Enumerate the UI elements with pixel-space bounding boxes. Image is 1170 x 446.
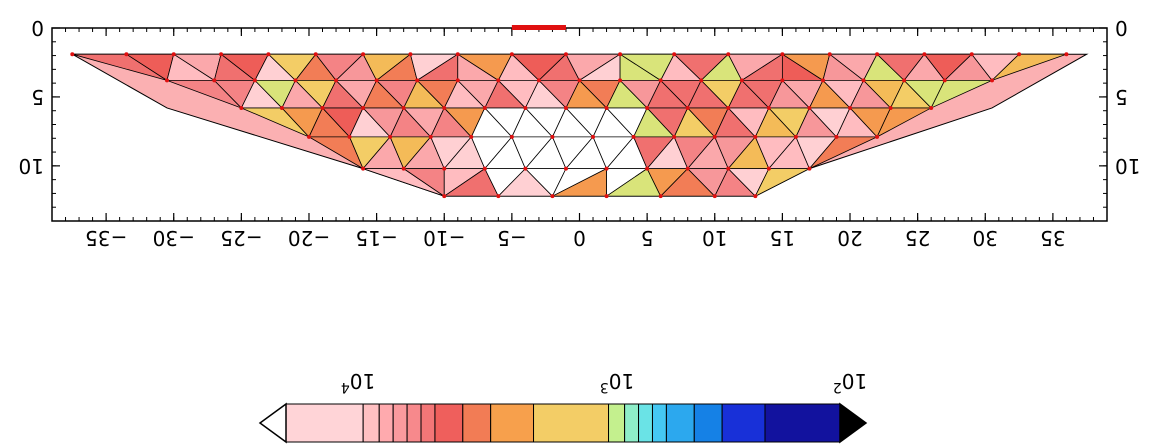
colorbar-cell — [420, 403, 436, 443]
x-tick-label: −25 — [220, 226, 262, 250]
colorbar-cell — [490, 403, 535, 443]
triangulation-mesh — [70, 52, 1089, 199]
resistivity-section-plot: 35 30 25 20 15 10 5 0 −5 −10 −15 −20 −25 −30 −35 0 0 5 5 1… — [19, 16, 1141, 250]
colorbar-cell — [693, 403, 723, 443]
colorbar-cell — [608, 403, 626, 443]
colorbar: 104 103 102 — [258, 369, 868, 444]
x-tick-label: −30 — [153, 226, 195, 250]
colorbar-under-arrow — [258, 402, 287, 444]
y-tick-label-left: 0 — [31, 16, 44, 40]
x-tick-label: 15 — [770, 226, 795, 250]
colorbar-label: 104 — [341, 369, 375, 395]
colorbar-over-arrow — [839, 402, 868, 444]
x-tick-label: 10 — [702, 226, 727, 250]
colorbar-cell — [624, 403, 640, 443]
colorbar-cell — [764, 403, 841, 443]
y-tick-label-right: 10 — [1115, 154, 1140, 178]
colorbar-cell — [638, 403, 653, 443]
colorbar-label: 102 — [833, 369, 867, 395]
x-tick-label: −10 — [423, 226, 465, 250]
x-tick-label: 20 — [837, 226, 862, 250]
colorbar-cell — [434, 403, 464, 443]
rotated-figure: 35 30 25 20 15 10 5 0 −5 −10 −15 −20 −25 −30 −35 0 0 5 5 1… — [19, 16, 1141, 444]
x-tick-label: 25 — [905, 226, 930, 250]
colorbar-cell — [665, 403, 695, 443]
colorbar-cell — [462, 403, 492, 443]
colorbar-cell — [721, 403, 766, 443]
electrode-span-bar — [511, 25, 566, 30]
colorbar-cell — [406, 403, 422, 443]
x-tick-label: 5 — [641, 226, 654, 250]
colorbar-cell — [378, 403, 394, 443]
colorbar-cell — [651, 403, 667, 443]
x-tick-label: 30 — [973, 226, 998, 250]
colorbar-cell — [533, 403, 610, 443]
y-axis-ticks: 0 0 5 5 10 10 — [19, 16, 1140, 222]
x-tick-label: 0 — [573, 226, 586, 250]
y-tick-label-right: 5 — [1115, 85, 1128, 109]
colorbar-cell — [285, 403, 364, 443]
x-tick-label: −15 — [356, 226, 398, 250]
colorbar-cell — [392, 403, 408, 443]
colorbar-cell — [362, 403, 380, 443]
y-tick-label-left: 10 — [19, 154, 44, 178]
y-tick-label-left: 5 — [31, 85, 44, 109]
x-tick-label: −20 — [288, 226, 330, 250]
x-axis-ticks: 35 30 25 20 15 10 5 0 −5 −10 −15 −20 −25 −30 −35 — [65, 28, 1094, 250]
x-tick-label: −5 — [497, 226, 526, 250]
colorbar-label: 103 — [600, 369, 634, 395]
y-tick-label-right: 0 — [1115, 16, 1128, 40]
x-tick-label: 35 — [1040, 226, 1065, 250]
x-tick-label: −35 — [85, 226, 127, 250]
